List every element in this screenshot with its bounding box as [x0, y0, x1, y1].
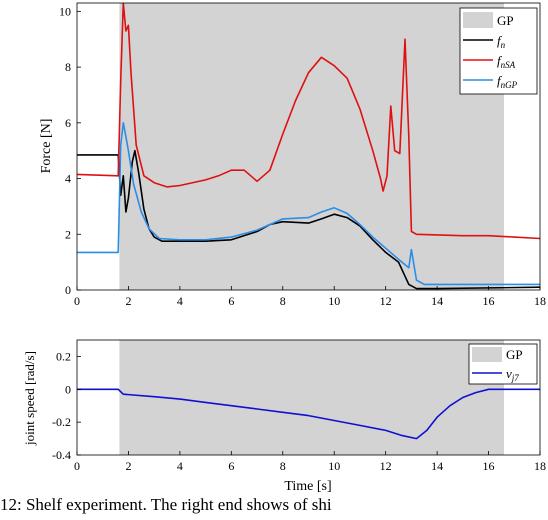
- figure: 0 2 4 6 8 10 12 14 16 18 0 2 4 6 8 10 Force [N] GP fn …: [22, 2, 546, 494]
- x-tick-label: 6: [228, 294, 234, 308]
- x-tick-label: 18: [534, 294, 546, 308]
- legend-gp-label-2: GP: [506, 347, 523, 362]
- y-tick-label: -0.2: [52, 415, 71, 429]
- legend-gp-label: GP: [497, 13, 514, 28]
- force-x-ticks: 0 2 4 6 8 10 12 14 16 18: [74, 286, 546, 308]
- joint-speed-chart: 0 2 4 6 8 10 12 14 16 18 -0.4 -0.2 0 0.2 joint speed…: [22, 339, 546, 494]
- legend-fnsa-label: fnSA: [497, 53, 516, 70]
- x-tick-label: 12: [380, 294, 392, 308]
- y-tick-label: 0: [65, 283, 71, 297]
- x-tick-label: 18: [534, 459, 546, 473]
- legend-fn-label: fn: [497, 33, 506, 50]
- force-chart: 0 2 4 6 8 10 12 14 16 18 0 2 4 6 8 10 Force [N] GP fn …: [39, 2, 546, 308]
- y-tick-label: 0.2: [56, 349, 71, 363]
- force-y-axis-label: Force [N]: [39, 119, 54, 174]
- x-tick-label: 8: [280, 294, 286, 308]
- x-tick-label: 10: [328, 294, 340, 308]
- series-line-f-nsa: [77, 3, 540, 240]
- x-tick-label: 0: [74, 294, 80, 308]
- gp-region: [119, 340, 504, 455]
- x-tick-label: 16: [483, 294, 495, 308]
- figure-caption: 12: Shelf experiment. The right end show…: [0, 495, 332, 514]
- x-tick-label: 0: [74, 459, 80, 473]
- x-tick-label: 14: [431, 294, 443, 308]
- series-line-f-ngp: [77, 122, 540, 286]
- y-tick-label: -0.4: [52, 448, 71, 462]
- x-tick-label: 8: [280, 459, 286, 473]
- x-tick-label: 14: [431, 459, 443, 473]
- x-tick-label: 12: [380, 459, 392, 473]
- time-x-axis-label: Time [s]: [284, 479, 331, 494]
- y-tick-label: 4: [65, 172, 71, 186]
- joint-speed-plot-frame: [76, 339, 541, 456]
- force-series-lines: [77, 3, 540, 290]
- x-tick-label: 2: [125, 294, 131, 308]
- legend-vj7-label: vj7: [506, 366, 519, 383]
- joint-speed-y-axis-label: joint speed [rad/s]: [22, 351, 37, 446]
- x-tick-label: 4: [177, 459, 183, 473]
- joint-speed-legend: GP vj7: [468, 343, 538, 385]
- series-line-f-n: [77, 149, 540, 290]
- y-tick-label: 6: [65, 116, 71, 130]
- x-tick-label: 2: [125, 459, 131, 473]
- x-tick-label: 4: [177, 294, 183, 308]
- force-legend: GP fn fnSA fnGP: [459, 7, 538, 95]
- legend-gp-swatch: [463, 12, 493, 28]
- legend-fngp-label: fnGP: [497, 73, 518, 90]
- x-tick-label: 10: [328, 459, 340, 473]
- gp-region: [119, 3, 504, 290]
- series-line-v-j7: [77, 388, 540, 440]
- legend-gp-swatch-2: [472, 347, 502, 362]
- y-tick-label: 2: [65, 227, 71, 241]
- force-plot-frame: [76, 2, 541, 291]
- joint-speed-y-ticks: -0.4 -0.2 0 0.2: [52, 349, 81, 462]
- x-tick-label: 6: [228, 459, 234, 473]
- joint-speed-series-lines: [77, 388, 540, 440]
- y-tick-label: 0: [65, 382, 71, 396]
- y-tick-label: 10: [59, 4, 71, 18]
- force-y-ticks: 0 2 4 6 8 10: [59, 4, 81, 297]
- y-tick-label: 8: [65, 60, 71, 74]
- joint-speed-x-ticks: 0 2 4 6 8 10 12 14 16 18: [74, 451, 546, 473]
- x-tick-label: 16: [483, 459, 495, 473]
